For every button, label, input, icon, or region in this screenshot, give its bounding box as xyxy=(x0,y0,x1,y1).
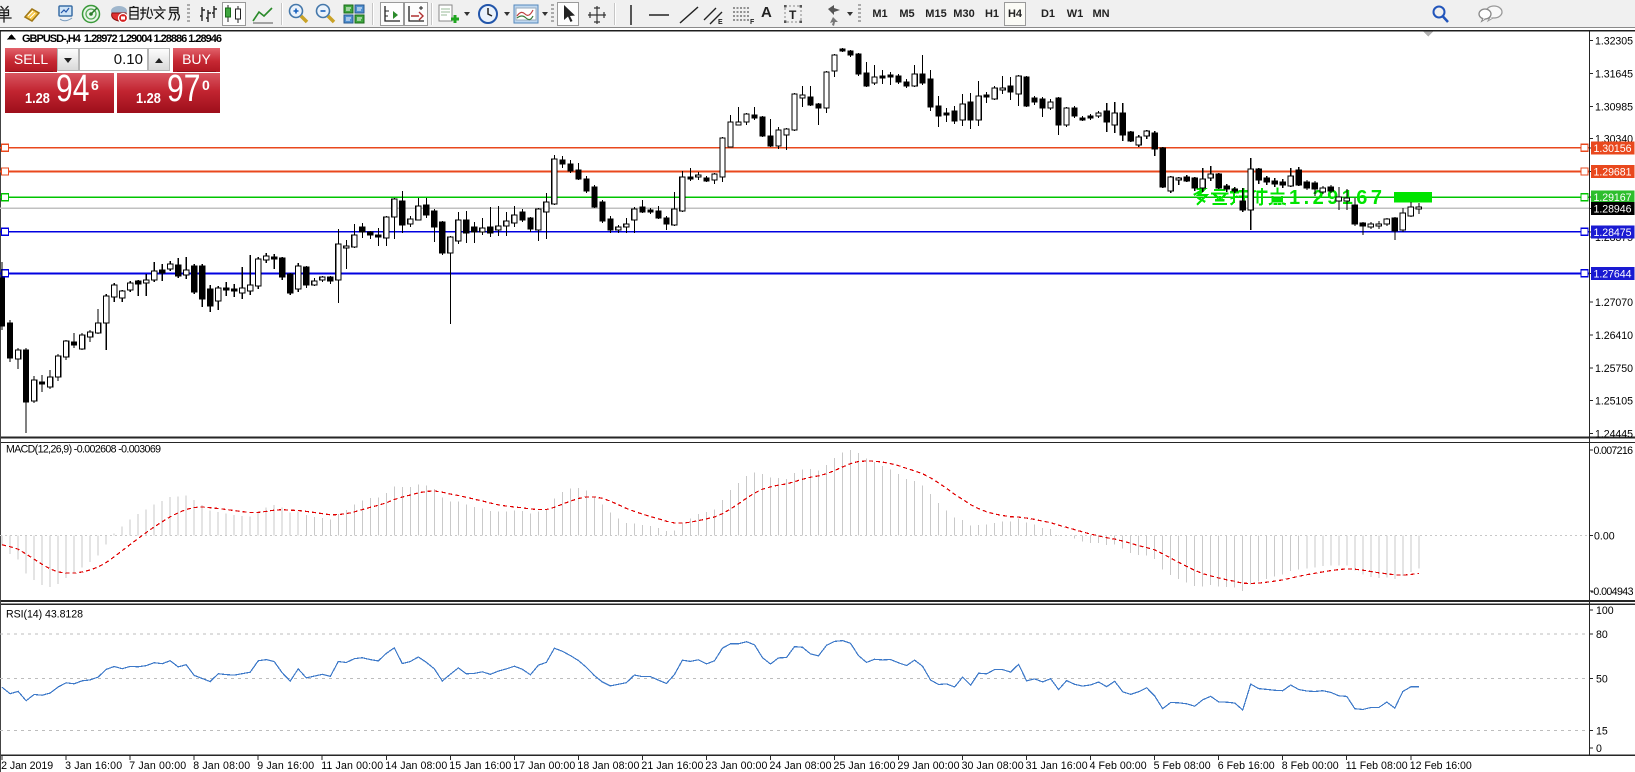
svg-text:80: 80 xyxy=(1596,629,1608,641)
svg-text:14 Jan 08:00: 14 Jan 08:00 xyxy=(385,760,447,772)
svg-text:23 Jan 00:00: 23 Jan 00:00 xyxy=(705,760,767,772)
svg-text:7 Jan 00:00: 7 Jan 00:00 xyxy=(129,760,186,772)
svg-text:F: F xyxy=(750,19,755,26)
svg-text:50: 50 xyxy=(1596,674,1608,686)
svg-text:1.27644: 1.27644 xyxy=(1594,268,1632,280)
svg-text:1.30985: 1.30985 xyxy=(1595,101,1633,113)
svg-text:31 Jan 16:00: 31 Jan 16:00 xyxy=(1026,760,1088,772)
svg-text:2 Jan 2019: 2 Jan 2019 xyxy=(1,760,53,772)
svg-text:1.30156: 1.30156 xyxy=(1594,143,1632,155)
svg-text:GBPUSD-,H4 1.28972 1.29004 1.: GBPUSD-,H4 1.28972 1.29004 1.28886 1.289… xyxy=(22,33,222,45)
svg-text:0.007216: 0.007216 xyxy=(1594,445,1634,457)
svg-text:8 Jan 08:00: 8 Jan 08:00 xyxy=(193,760,250,772)
svg-text:1.24445: 1.24445 xyxy=(1595,428,1633,440)
svg-text:1.28946: 1.28946 xyxy=(1594,203,1632,215)
svg-text:8 Feb 00:00: 8 Feb 00:00 xyxy=(1282,760,1339,772)
svg-text:3 Jan 16:00: 3 Jan 16:00 xyxy=(65,760,122,772)
svg-text:E: E xyxy=(718,19,723,26)
svg-text:100: 100 xyxy=(1596,605,1614,617)
svg-text:1.26410: 1.26410 xyxy=(1595,330,1633,342)
svg-text:17 Jan 00:00: 17 Jan 00:00 xyxy=(513,760,575,772)
svg-text:MACD(12,26,9) -0.002608 -0.003: MACD(12,26,9) -0.002608 -0.003069 xyxy=(6,444,161,456)
svg-text:1.29681: 1.29681 xyxy=(1594,167,1632,179)
svg-text:1.25105: 1.25105 xyxy=(1595,395,1633,407)
svg-text:29 Jan 00:00: 29 Jan 00:00 xyxy=(898,760,960,772)
svg-text:-0.004943: -0.004943 xyxy=(1591,586,1634,598)
svg-text:6 Feb 16:00: 6 Feb 16:00 xyxy=(1218,760,1275,772)
svg-text:1.27070: 1.27070 xyxy=(1595,297,1633,309)
svg-text:11 Feb 08:00: 11 Feb 08:00 xyxy=(1346,760,1408,772)
svg-text:T: T xyxy=(789,8,797,22)
svg-text:1.29167: 1.29167 xyxy=(1289,187,1382,209)
svg-text:9 Jan 16:00: 9 Jan 16:00 xyxy=(257,760,314,772)
svg-text:11 Jan 00:00: 11 Jan 00:00 xyxy=(321,760,383,772)
svg-text:21 Jan 16:00: 21 Jan 16:00 xyxy=(641,760,703,772)
svg-text:15: 15 xyxy=(1596,725,1608,737)
svg-text:1.25750: 1.25750 xyxy=(1595,363,1633,375)
svg-text:1.29167: 1.29167 xyxy=(1594,192,1632,204)
svg-text:25 Jan 16:00: 25 Jan 16:00 xyxy=(834,760,896,772)
svg-text:24 Jan 08:00: 24 Jan 08:00 xyxy=(770,760,832,772)
svg-text:1.31645: 1.31645 xyxy=(1595,68,1633,80)
svg-text:1.32305: 1.32305 xyxy=(1595,35,1633,47)
svg-text:12 Feb 16:00: 12 Feb 16:00 xyxy=(1410,760,1472,772)
svg-text:0: 0 xyxy=(1596,743,1602,755)
svg-text:RSI(14) 43.8128: RSI(14) 43.8128 xyxy=(6,609,83,621)
svg-text:4 Feb 00:00: 4 Feb 00:00 xyxy=(1090,760,1147,772)
svg-text:18 Jan 08:00: 18 Jan 08:00 xyxy=(577,760,639,772)
svg-text:0.00: 0.00 xyxy=(1594,531,1615,543)
svg-text:30 Jan 08:00: 30 Jan 08:00 xyxy=(962,760,1024,772)
svg-text:5 Feb 08:00: 5 Feb 08:00 xyxy=(1154,760,1211,772)
svg-text:15 Jan 16:00: 15 Jan 16:00 xyxy=(449,760,511,772)
svg-text:1.28475: 1.28475 xyxy=(1594,227,1632,239)
